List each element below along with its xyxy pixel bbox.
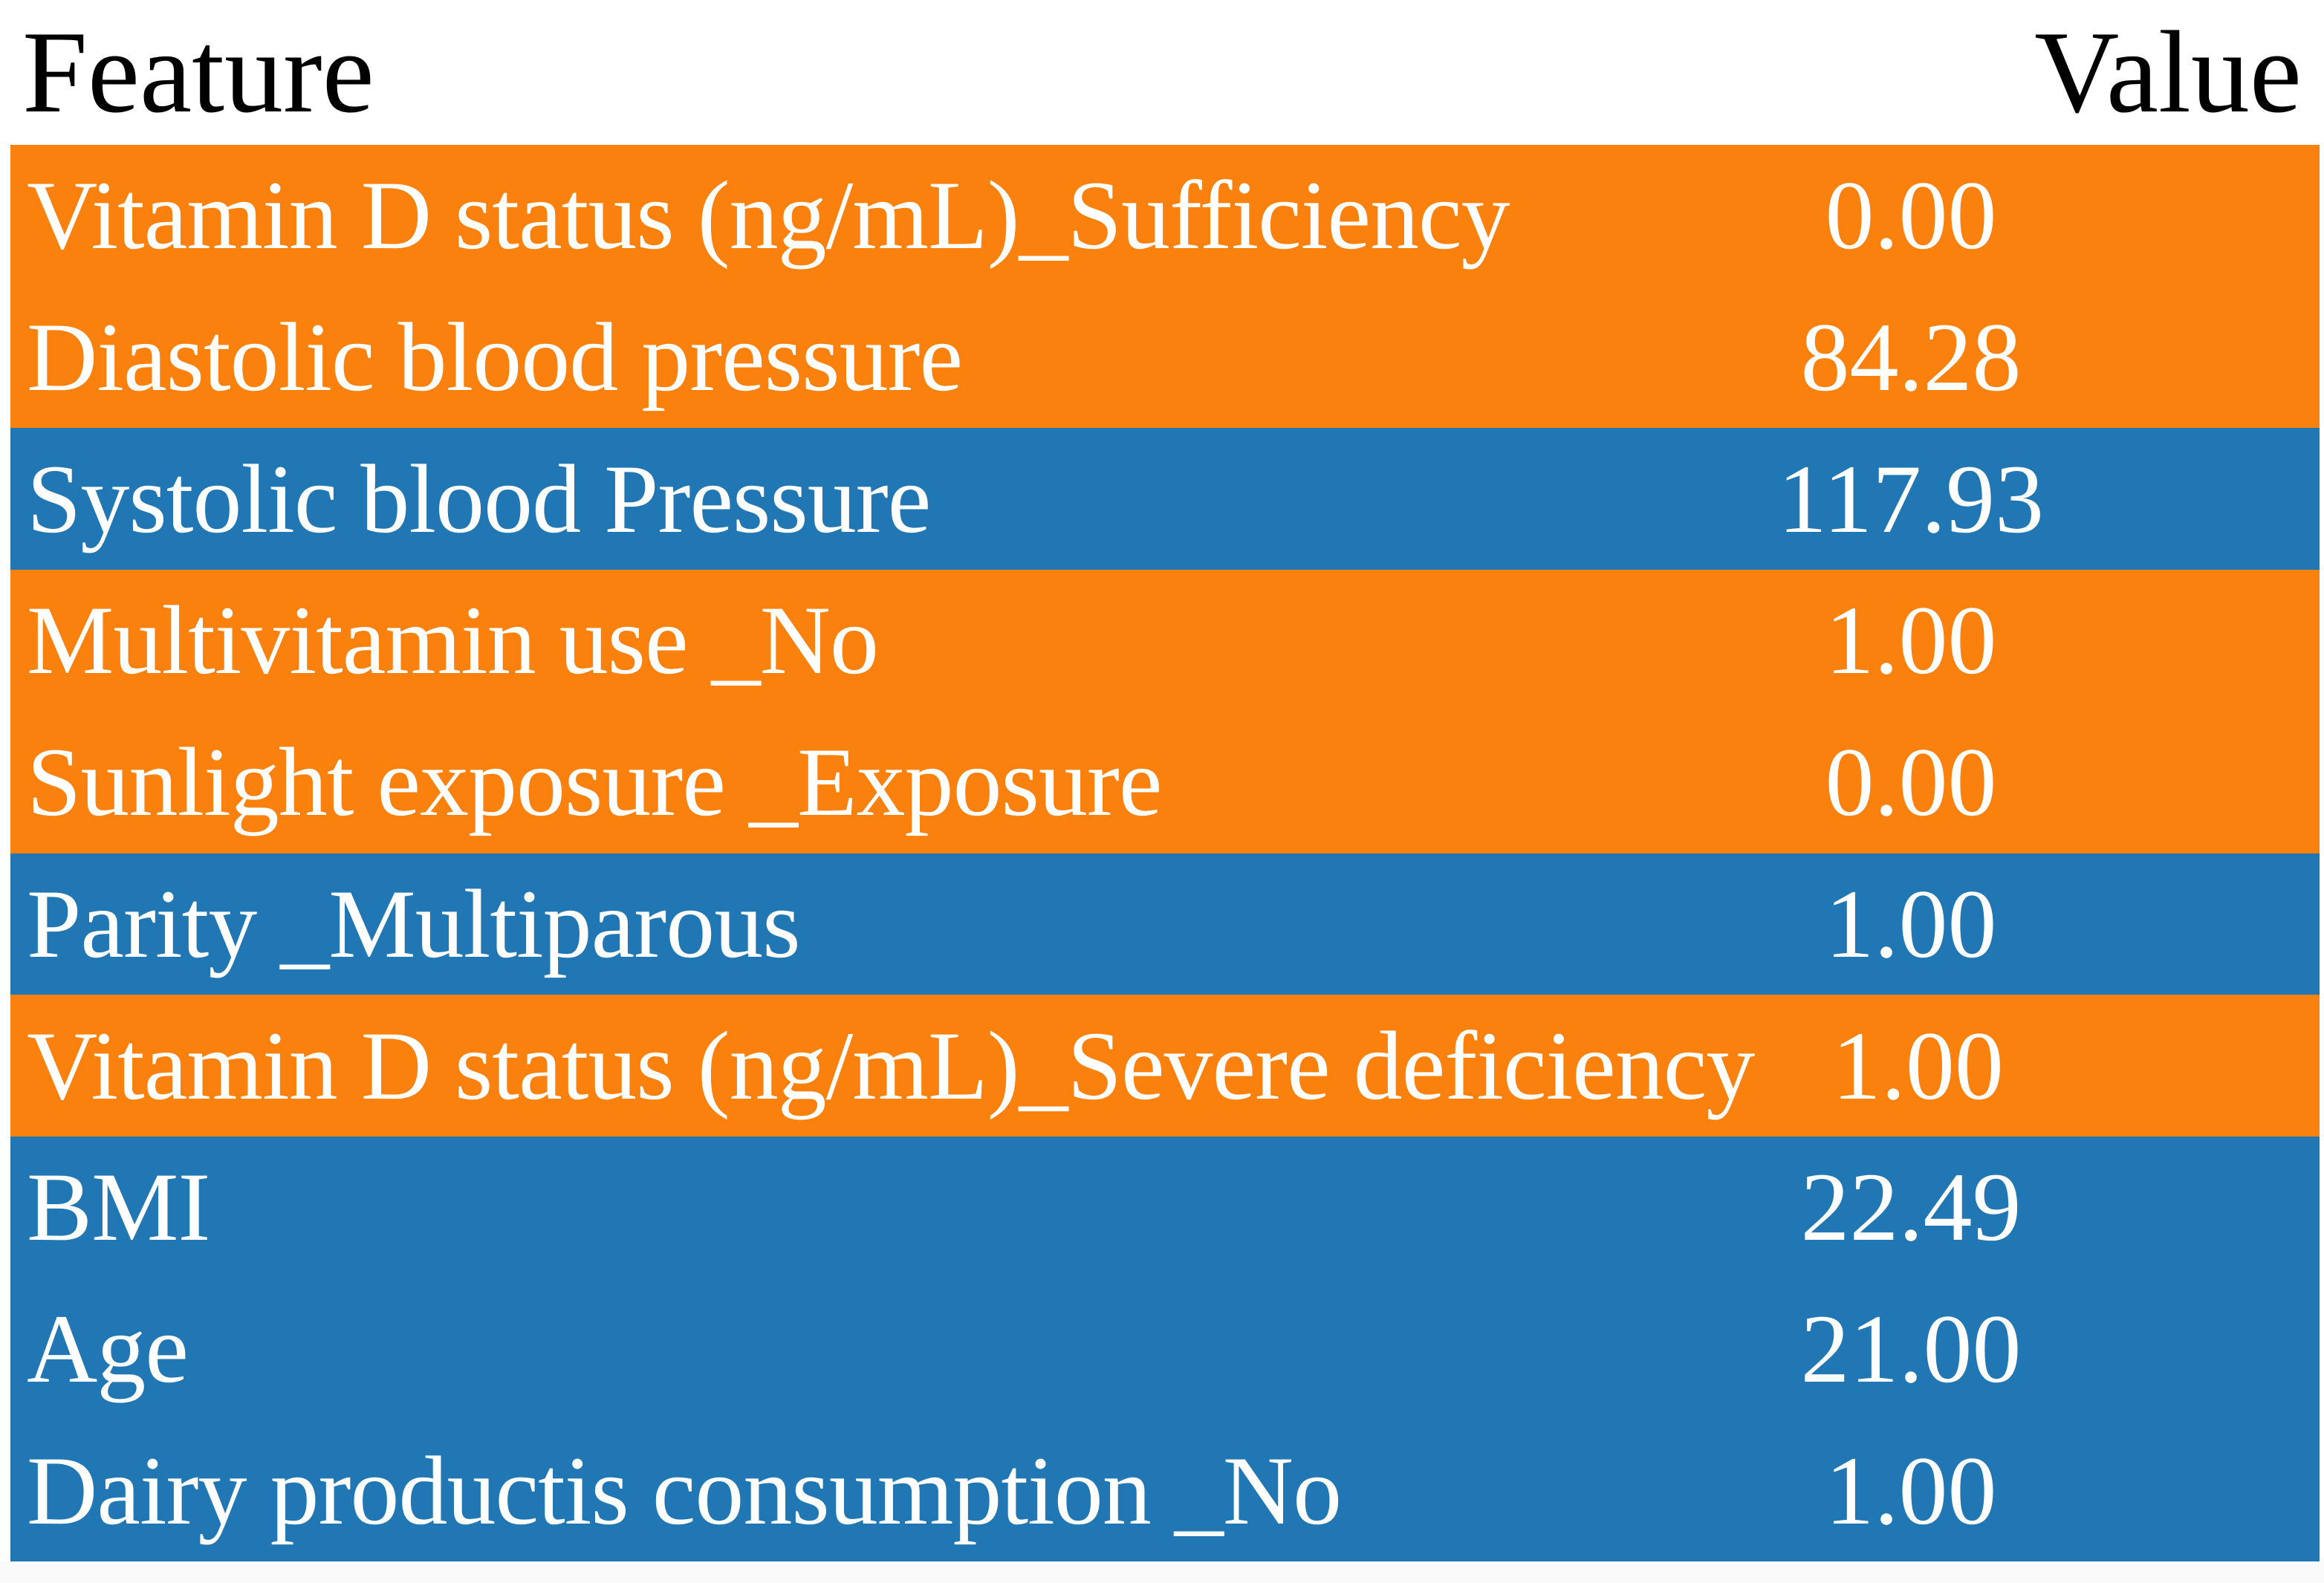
value-cell: 0.00 xyxy=(1825,160,1997,270)
value-cell: 84.28 xyxy=(1800,302,2022,412)
feature-cell: BMI xyxy=(27,1152,210,1262)
feature-cell: Age xyxy=(27,1293,189,1403)
table-row: BMI 22.49 xyxy=(10,1136,2320,1278)
table-row: Multivitamin use _No 1.00 xyxy=(10,570,2320,712)
feature-cell: Diastolic blood pressure xyxy=(27,302,963,412)
value-cell: 1.00 xyxy=(1825,1435,1997,1545)
value-cell: 1.00 xyxy=(1825,585,1997,695)
table-row: Dairy productis consumption _No 1.00 xyxy=(10,1420,2320,1562)
bottom-margin-strip xyxy=(0,1561,2324,1583)
table-row: Diastolic blood pressure 84.28 xyxy=(10,286,2320,429)
feature-cell: Sunlight exposure _Exposure xyxy=(27,727,1162,837)
feature-cell: Multivitamin use _No xyxy=(27,585,879,695)
feature-cell: Parity _Multiparous xyxy=(27,868,801,978)
feature-cell: Vitamin D status (ng/mL)_Sufficiency xyxy=(27,160,1510,270)
feature-cell: Vitamin D status (ng/mL)_Severe deficien… xyxy=(27,1010,1755,1120)
table-row: Vitamin D status (ng/mL)_Severe deficien… xyxy=(10,995,2320,1137)
value-cell: 22.49 xyxy=(1800,1152,2022,1262)
table-row: Parity _Multiparous 1.00 xyxy=(10,853,2320,995)
value-cell: 0.00 xyxy=(1825,727,1997,837)
value-cell: 21.00 xyxy=(1800,1293,2022,1403)
table-row: Systolic blood Pressure 117.93 xyxy=(10,428,2320,571)
column-header-value: Value xyxy=(2034,7,2302,137)
table-row: Age 21.00 xyxy=(10,1278,2320,1420)
column-header-feature: Feature xyxy=(22,7,374,137)
feature-cell: Systolic blood Pressure xyxy=(27,443,931,553)
value-cell: 117.93 xyxy=(1777,443,2045,553)
table-row: Vitamin D status (ng/mL)_Sufficiency 0.0… xyxy=(10,145,2320,287)
value-cell: 1.00 xyxy=(1825,868,1997,978)
table-row: Sunlight exposure _Exposure 0.00 xyxy=(10,711,2320,854)
feature-cell: Dairy productis consumption _No xyxy=(27,1435,1342,1545)
table-header: Feature Value xyxy=(0,0,2324,145)
table-body: Vitamin D status (ng/mL)_Sufficiency 0.0… xyxy=(10,145,2320,1562)
value-cell: 1.00 xyxy=(1831,1010,2004,1120)
